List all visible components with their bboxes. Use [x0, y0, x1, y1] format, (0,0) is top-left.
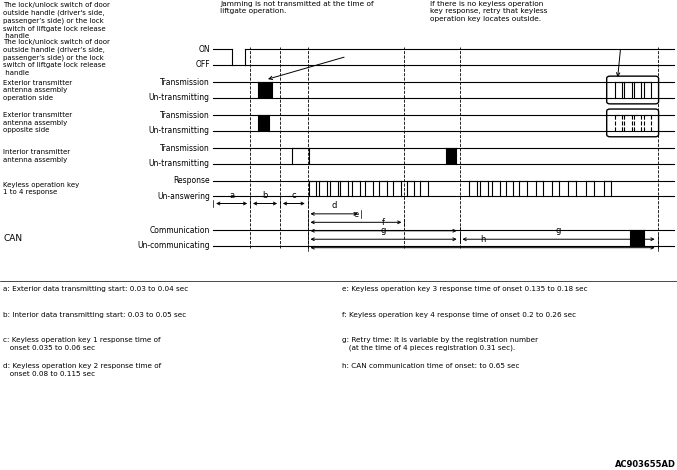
Text: Un-communicating: Un-communicating: [137, 241, 210, 251]
Text: f: f: [382, 218, 385, 227]
Text: d: d: [332, 201, 336, 210]
Text: g: g: [556, 227, 561, 235]
Bar: [630, 230, 644, 246]
Text: e: e: [353, 210, 359, 219]
Text: a: a: [229, 191, 234, 200]
Bar: [259, 115, 269, 131]
Text: c: c: [292, 191, 296, 200]
Text: If there is no keyless operation
key response, retry that keyless
operation key : If there is no keyless operation key res…: [430, 1, 547, 22]
Text: Transmission: Transmission: [160, 78, 210, 87]
Text: d: Keyless operation key 2 response time of
   onset 0.08 to 0.115 sec: d: Keyless operation key 2 response time…: [3, 363, 162, 377]
Text: b: Interior data transmitting start: 0.03 to 0.05 sec: b: Interior data transmitting start: 0.0…: [3, 312, 187, 318]
Text: ON: ON: [198, 45, 210, 54]
Text: c: Keyless operation key 1 response time of
   onset 0.035 to 0.06 sec: c: Keyless operation key 1 response time…: [3, 337, 161, 351]
Bar: [445, 148, 456, 164]
Text: AC903655AD: AC903655AD: [615, 460, 676, 469]
Text: h: h: [480, 235, 485, 244]
Text: Response: Response: [173, 176, 210, 186]
Text: Interior transmitter
antenna assembly: Interior transmitter antenna assembly: [3, 149, 70, 163]
Bar: [259, 82, 272, 98]
Text: The lock/unlock switch of door
outside handle (driver's side,
passenger’s side) : The lock/unlock switch of door outside h…: [3, 2, 110, 39]
Text: a: Exterior data transmitting start: 0.03 to 0.04 sec: a: Exterior data transmitting start: 0.0…: [3, 286, 189, 292]
Text: Exterior transmitter
antenna assembly
opposite side: Exterior transmitter antenna assembly op…: [3, 112, 72, 133]
Text: Keyless operation key
1 to 4 response: Keyless operation key 1 to 4 response: [3, 182, 80, 196]
Text: f: Keyless operation key 4 response time of onset 0.2 to 0.26 sec: f: Keyless operation key 4 response time…: [342, 312, 576, 318]
Text: Communication: Communication: [150, 226, 210, 235]
Text: e: Keyless operation key 3 response time of onset 0.135 to 0.18 sec: e: Keyless operation key 3 response time…: [342, 286, 588, 292]
Text: OFF: OFF: [195, 60, 210, 70]
Text: Transmission: Transmission: [160, 110, 210, 120]
Text: Jamming is not transmitted at the time of
liftgate operation.: Jamming is not transmitted at the time o…: [220, 1, 374, 15]
Text: b: b: [263, 191, 267, 200]
Text: CAN: CAN: [3, 234, 22, 243]
Text: Transmission: Transmission: [160, 143, 210, 153]
Text: The lock/unlock switch of door
outside handle (driver’s side,
passenger’s side) : The lock/unlock switch of door outside h…: [3, 39, 110, 76]
Text: Un-transmitting: Un-transmitting: [149, 126, 210, 135]
Text: Un-transmitting: Un-transmitting: [149, 93, 210, 102]
Text: h: CAN communication time of onset: to 0.65 sec: h: CAN communication time of onset: to 0…: [342, 363, 519, 369]
Text: g: Retry time: It is variable by the registration number
   (at the time of 4 pi: g: Retry time: It is variable by the reg…: [342, 337, 538, 352]
Text: g: g: [381, 227, 387, 235]
Text: Un-answering: Un-answering: [157, 192, 210, 201]
Text: Un-transmitting: Un-transmitting: [149, 159, 210, 168]
Text: Exterior transmitter
antenna assembly
operation side: Exterior transmitter antenna assembly op…: [3, 79, 72, 101]
